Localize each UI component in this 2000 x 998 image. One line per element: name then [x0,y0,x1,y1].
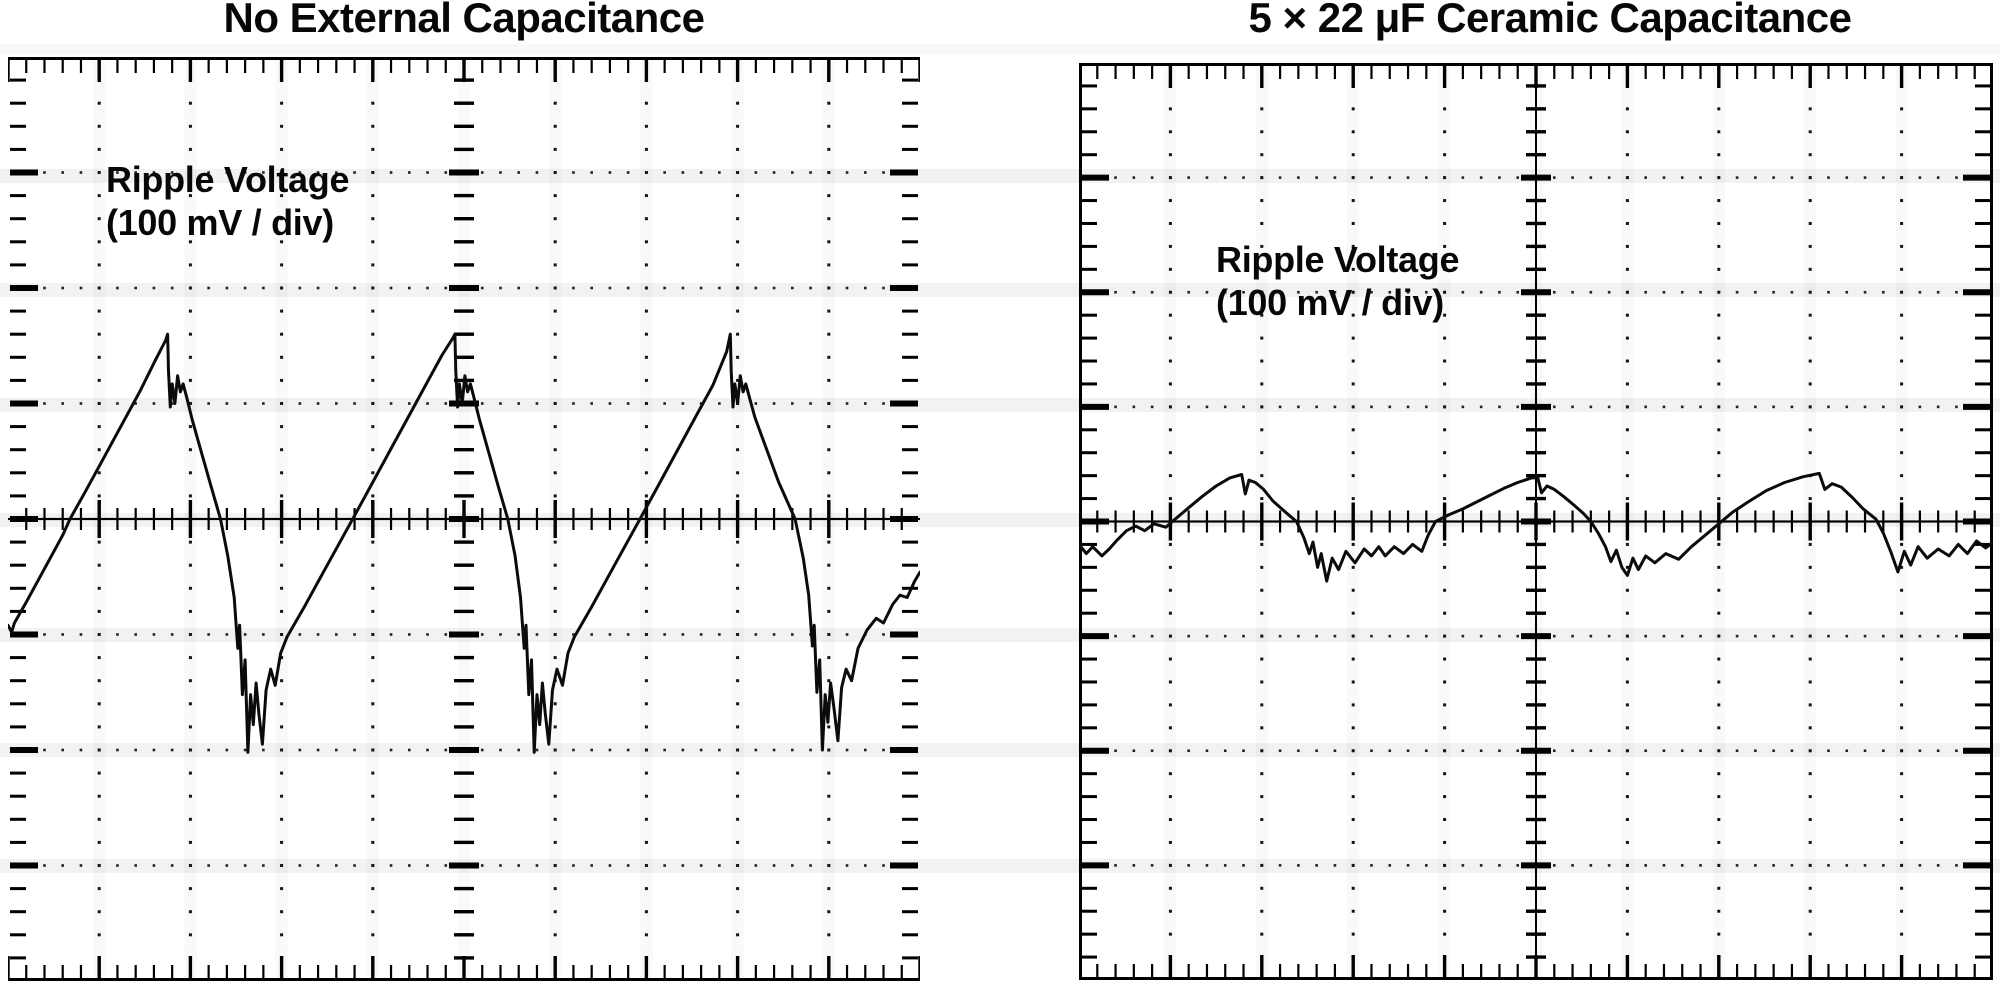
left-oscilloscope-graticule [8,57,920,981]
graticule-border [8,57,920,981]
right-scope-title: 5 × 22 μF Ceramic Capacitance [1248,0,1852,41]
waveform-trace [8,332,920,754]
scan-noise-band [0,44,2000,54]
border-ticks [8,57,920,981]
left-ripple-voltage-label: Ripple Voltage (100 mV / div) [106,158,349,244]
left-ripple-voltage-label-line1: Ripple Voltage [106,159,350,200]
border-ticks [1079,63,1993,980]
left-scope-title: No External Capacitance [223,0,705,41]
grid-dots-columns [1168,84,1904,959]
center-vertical-axis [449,78,479,960]
right-oscilloscope-graticule [1079,63,1993,980]
right-ripple-voltage-label-line1: Ripple Voltage [1216,239,1460,280]
waveform-trace [1079,471,1993,583]
center-vertical-axis [1521,63,1551,980]
grid-dots-rows [24,171,904,867]
right-ripple-voltage-label-line2: (100 mV / div) [1216,282,1444,323]
left-ripple-voltage-label-line2: (100 mV / div) [106,202,334,243]
right-ripple-voltage-label: Ripple Voltage (100 mV / div) [1216,238,1459,324]
